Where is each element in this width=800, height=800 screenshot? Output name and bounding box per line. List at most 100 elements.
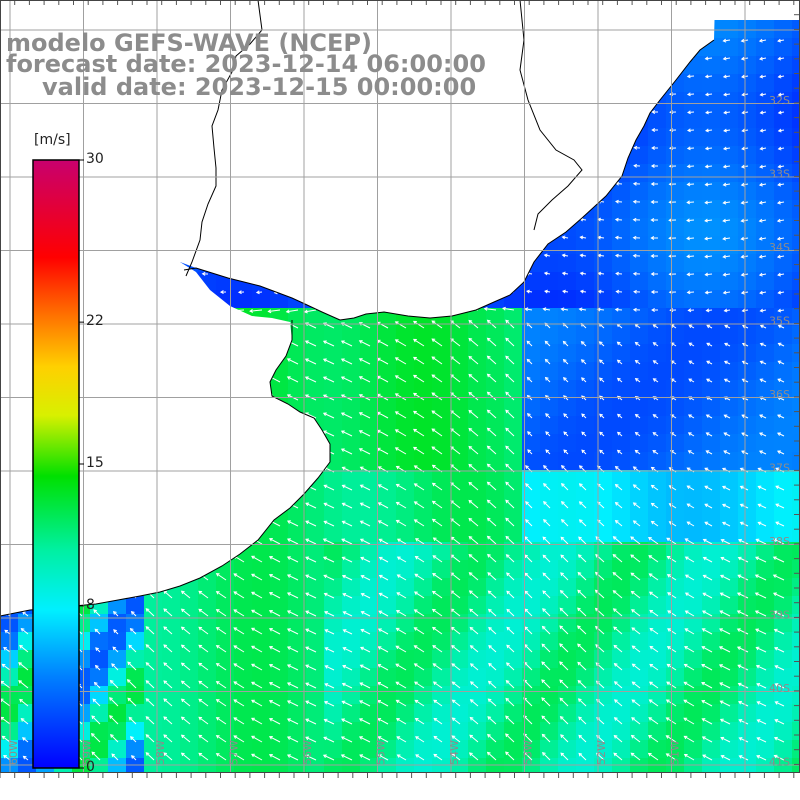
wind-speed-cell xyxy=(378,506,397,525)
wind-speed-cell xyxy=(468,776,487,795)
wind-speed-cell xyxy=(0,704,19,723)
wind-arrow xyxy=(704,200,713,205)
wind-speed-cell xyxy=(774,488,793,507)
wind-speed-cell xyxy=(108,686,127,705)
wind-speed-cell xyxy=(576,344,595,363)
wind-arrow xyxy=(560,752,569,761)
wind-arrow xyxy=(578,716,587,725)
wind-speed-cell xyxy=(468,488,487,507)
wind-speed-cell xyxy=(306,308,325,327)
wind-arrow xyxy=(506,644,515,653)
wind-arrow xyxy=(738,538,749,545)
wind-speed-cell xyxy=(792,290,800,309)
wind-arrow xyxy=(668,218,677,223)
wind-speed-cell xyxy=(360,488,379,507)
wind-arrow xyxy=(777,74,785,79)
wind-speed-cell xyxy=(792,578,800,597)
wind-arrow xyxy=(413,410,425,419)
wind-arrow xyxy=(772,556,785,563)
wind-speed-cell xyxy=(288,578,307,597)
wind-speed-cell xyxy=(576,632,595,651)
wind-speed-cell xyxy=(18,704,37,723)
wind-speed-cell xyxy=(756,326,775,345)
wind-speed-cell xyxy=(756,506,775,525)
wind-arrow xyxy=(777,56,785,61)
wind-speed-cell xyxy=(432,470,451,489)
wind-speed-cell xyxy=(306,380,325,399)
wind-speed-cell xyxy=(774,704,793,723)
wind-arrow xyxy=(580,341,587,347)
wind-speed-cell xyxy=(702,236,721,255)
wind-speed-cell xyxy=(792,56,800,75)
wind-arrow xyxy=(431,590,443,599)
wind-arrow xyxy=(433,753,443,761)
wind-speed-cell xyxy=(216,704,235,723)
wind-speed-cell xyxy=(324,686,343,705)
wind-speed-cell xyxy=(792,704,800,723)
wind-speed-cell xyxy=(684,398,703,417)
wind-arrow xyxy=(378,538,389,545)
wind-arrow xyxy=(773,628,785,635)
wind-arrow xyxy=(488,644,497,653)
wind-arrow xyxy=(255,290,263,295)
wind-speed-cell xyxy=(792,398,800,417)
wind-speed-cell xyxy=(468,578,487,597)
wind-arrow xyxy=(739,521,749,527)
wind-arrow xyxy=(180,626,191,635)
wind-speed-cell xyxy=(576,686,595,705)
wind-speed-cell xyxy=(792,488,800,507)
wind-speed-cell xyxy=(612,254,631,273)
wind-speed-cell xyxy=(792,560,800,579)
wind-arrow xyxy=(701,718,713,725)
wind-arrow xyxy=(18,662,29,671)
wind-speed-cell xyxy=(468,740,487,759)
wind-arrow xyxy=(286,574,299,581)
wind-speed-cell xyxy=(342,470,361,489)
wind-speed-cell xyxy=(504,398,523,417)
wind-speed-cell xyxy=(378,722,397,741)
wind-speed-cell xyxy=(720,290,739,309)
wind-speed-cell xyxy=(720,560,739,579)
wind-arrow xyxy=(541,661,551,671)
wind-speed-cell xyxy=(180,650,199,669)
wind-speed-cell xyxy=(738,488,757,507)
wind-speed-cell xyxy=(756,722,775,741)
wind-arrow xyxy=(613,752,623,761)
wind-speed-cell xyxy=(468,308,487,327)
wind-speed-cell xyxy=(774,146,793,165)
wind-speed-cell xyxy=(756,146,775,165)
wind-arrow xyxy=(631,699,641,707)
colorbar-unit-label: [m/s] xyxy=(34,132,71,148)
wind-arrow xyxy=(630,536,641,545)
wind-arrow xyxy=(759,164,767,169)
wind-arrow xyxy=(754,574,767,581)
wind-speed-cell xyxy=(576,326,595,345)
wind-speed-cell xyxy=(558,344,577,363)
wind-speed-cell xyxy=(594,200,613,219)
wind-speed-cell xyxy=(666,272,685,291)
wind-arrow xyxy=(650,236,659,240)
wind-speed-cell xyxy=(450,560,469,579)
wind-arrow xyxy=(378,556,389,563)
wind-arrow xyxy=(342,611,353,617)
wind-arrow xyxy=(577,643,587,653)
wind-arrow xyxy=(109,697,119,707)
wind-speed-cell xyxy=(360,524,379,543)
wind-arrow xyxy=(286,682,299,689)
wind-speed-cell xyxy=(486,614,505,633)
wind-arrow xyxy=(468,391,479,401)
wind-speed-cell xyxy=(504,686,523,705)
wind-speed-cell xyxy=(360,596,379,615)
wind-arrow xyxy=(773,610,785,617)
wind-arrow xyxy=(559,607,569,617)
wind-arrow xyxy=(180,734,191,743)
wind-arrow xyxy=(323,574,335,581)
wind-arrow xyxy=(215,681,227,689)
wind-speed-cell xyxy=(684,470,703,489)
wind-arrow xyxy=(617,413,623,419)
wind-arrow xyxy=(304,358,317,365)
wind-speed-cell xyxy=(432,650,451,669)
wind-speed-cell xyxy=(774,668,793,687)
wind-speed-cell xyxy=(144,632,163,651)
